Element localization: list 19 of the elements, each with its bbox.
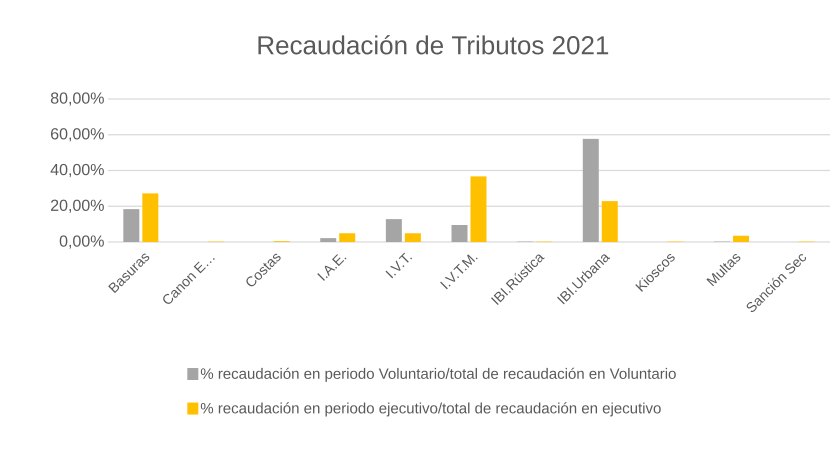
bar (404, 233, 421, 242)
chart-title: Recaudación de Tributos 2021 (258, 35, 608, 54)
y-tick-label: 0,00% (60, 235, 104, 249)
legend-label: % recaudación en periodo Voluntario/total de recaudación en Voluntario (200, 368, 676, 382)
y-tick-label: 80,00% (50, 92, 104, 106)
bar (602, 201, 618, 242)
bar (386, 219, 402, 242)
y-tick-label: 60,00% (51, 128, 104, 142)
bar (582, 138, 599, 242)
bar (452, 225, 468, 242)
bar (470, 176, 487, 242)
bar (733, 236, 750, 242)
bar (123, 209, 140, 242)
bar (339, 233, 356, 242)
bar (142, 193, 158, 242)
legend-label: % recaudación en periodo ejecutivo/total de recaudación en ejecutivo (200, 402, 661, 416)
y-tick-label: 40,00% (50, 164, 104, 178)
y-tick-label: 20,00% (51, 200, 104, 213)
bar (320, 238, 336, 242)
